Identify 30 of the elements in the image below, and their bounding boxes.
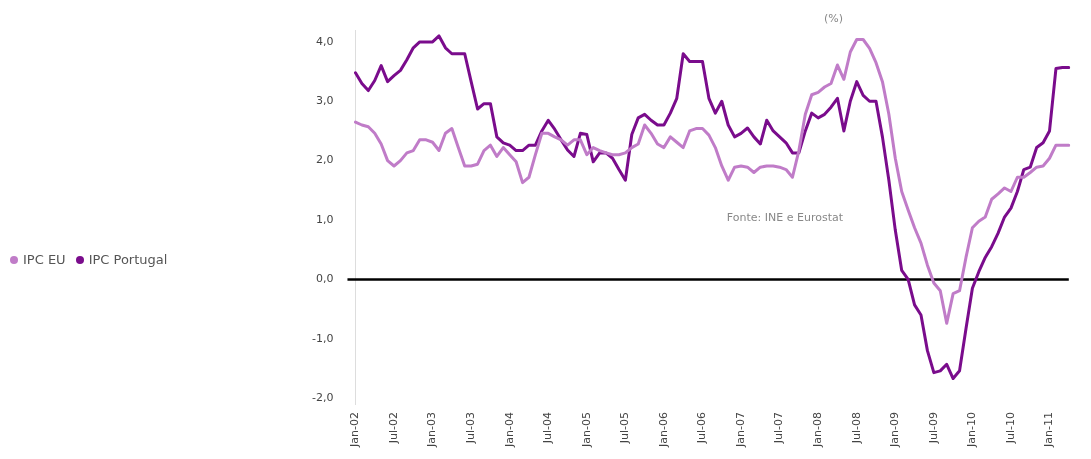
- x-tick-label: Jul-09: [926, 412, 940, 445]
- y-tick-label: -2,0: [311, 391, 334, 404]
- x-tick-label: Jul-06: [695, 412, 709, 445]
- annotation: Fonte: INE e Eurostat: [726, 211, 843, 224]
- legend-label: IPC Portugal: [88, 252, 168, 267]
- x-tick-label: Jan-02: [348, 412, 362, 449]
- x-tick-label: Jul-07: [772, 412, 786, 445]
- x-tick-label: Jan-09: [888, 412, 902, 449]
- x-tick-label: Jul-04: [541, 412, 555, 445]
- x-tick-label: Jul-10: [1003, 412, 1017, 445]
- text: (%): [823, 12, 843, 25]
- x-tick-label: Jan-06: [656, 412, 670, 449]
- x-tick-label: Jan-10: [965, 412, 979, 449]
- x-tick-label: Jul-02: [386, 412, 400, 445]
- y-tick-label: 0,0: [315, 272, 334, 286]
- x-tick-label: Jan-04: [502, 412, 516, 449]
- x-tick-label: Jul-08: [849, 412, 863, 445]
- legend-label: IPC EU: [23, 252, 66, 267]
- x-tick-label: Jan-11: [1042, 412, 1056, 449]
- y-tick-label: 3,0: [315, 94, 334, 108]
- x-tick-label: Jan-08: [811, 412, 825, 449]
- x-tick-label: Jul-05: [618, 412, 632, 445]
- y-tick-label: 1,0: [315, 212, 334, 226]
- x-tick-label: Jul-03: [464, 412, 477, 445]
- y-tick-label: 4,0: [315, 34, 334, 48]
- x-tick-label: Jan-05: [579, 412, 593, 449]
- y-tick-label: -1,0: [311, 331, 334, 345]
- x-tick-label: Jan-07: [733, 412, 747, 449]
- y-tick-label: 2,0: [315, 153, 334, 167]
- x-tick-label: Jan-03: [425, 412, 439, 449]
